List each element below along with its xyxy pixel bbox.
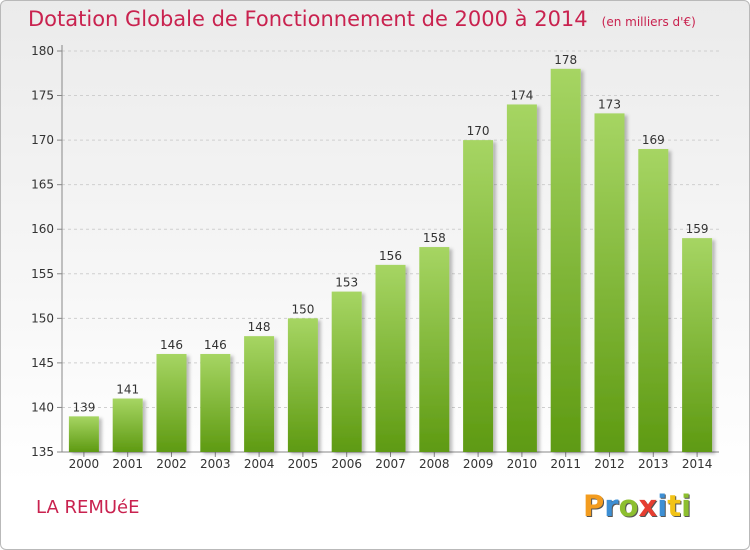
bar	[594, 113, 625, 452]
bar-value-label: 156	[379, 249, 402, 263]
y-tick-label: 155	[31, 267, 54, 281]
x-tick-label: 2008	[419, 457, 450, 471]
commune-name: LA REMUéE	[36, 497, 140, 518]
bars	[68, 68, 713, 453]
bar	[506, 104, 537, 452]
x-tick-label: 2010	[507, 457, 538, 471]
unit-note: (en milliers d'€)	[601, 15, 696, 29]
x-tick-label: 2003	[200, 457, 231, 471]
bar	[68, 416, 99, 452]
y-tick-label: 140	[31, 400, 54, 414]
logo-letter: r	[604, 489, 619, 523]
bar	[331, 291, 362, 452]
logo-letter: o	[618, 489, 639, 523]
logo-letter: P	[583, 489, 605, 523]
y-tick-label: 175	[31, 89, 54, 103]
bar	[682, 238, 713, 452]
bar-value-label: 146	[160, 338, 183, 352]
bar-value-label: 158	[423, 231, 446, 245]
logo-letter: x	[638, 489, 658, 523]
bar-value-label: 173	[598, 97, 621, 111]
x-tick-label: 2009	[463, 457, 494, 471]
bar	[638, 149, 669, 452]
bar-value-label: 174	[510, 88, 533, 102]
bar	[550, 68, 581, 453]
proxiti-logo[interactable]: Proxiti	[583, 489, 691, 523]
bar-value-label: 139	[72, 400, 95, 414]
bar	[244, 336, 275, 452]
bar	[419, 247, 450, 452]
bar-value-label: 150	[291, 302, 314, 316]
bar-value-label: 159	[686, 222, 709, 236]
x-tick-label: 2005	[288, 457, 319, 471]
x-tick-label: 2013	[638, 457, 669, 471]
x-tick-label: 2011	[550, 457, 581, 471]
y-tick-label: 150	[31, 311, 54, 325]
x-tick-label: 2014	[682, 457, 713, 471]
bar-value-label: 148	[248, 320, 271, 334]
x-tick-label: 2007	[375, 457, 406, 471]
x-tick-label: 2000	[69, 457, 100, 471]
logo-letter: i	[657, 489, 668, 523]
bar-value-label: 170	[467, 124, 490, 138]
logo-letter: i	[681, 489, 692, 523]
bar-value-label: 153	[335, 276, 358, 290]
chart-title: Dotation Globale de Fonctionnement de 20…	[28, 7, 696, 31]
x-tick-label: 2006	[331, 457, 362, 471]
bar	[287, 318, 318, 452]
y-tick-label: 160	[31, 222, 54, 236]
bar	[156, 353, 187, 452]
bar-value-label: 169	[642, 133, 665, 147]
y-tick-label: 170	[31, 133, 54, 147]
y-tick-label: 180	[31, 44, 54, 58]
logo-letter: t	[667, 489, 682, 523]
title-text: Dotation Globale de Fonctionnement de 20…	[28, 7, 588, 31]
bar-value-label: 141	[116, 383, 139, 397]
x-tick-label: 2001	[112, 457, 143, 471]
x-tick-label: 2012	[594, 457, 625, 471]
bar	[112, 398, 143, 452]
y-tick-label: 135	[31, 445, 54, 459]
bar	[375, 264, 406, 452]
bar	[463, 140, 494, 452]
bar	[200, 353, 231, 452]
bar-value-label: 178	[554, 53, 577, 67]
y-tick-label: 165	[31, 178, 54, 192]
x-tick-label: 2004	[244, 457, 275, 471]
bar-value-label: 146	[204, 338, 227, 352]
labels: 135 140 145 150 155 160 165 170 175 180 2000 139 200…	[31, 44, 712, 471]
y-tick-label: 145	[31, 356, 54, 370]
x-tick-label: 2002	[156, 457, 187, 471]
